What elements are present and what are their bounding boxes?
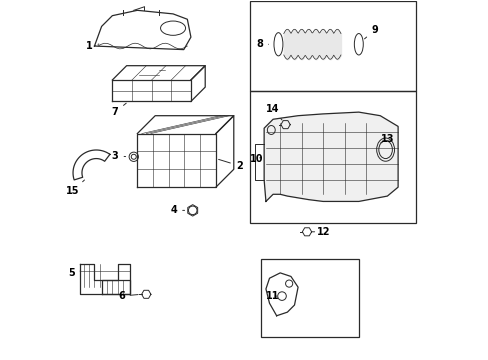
Text: 7: 7 (112, 103, 126, 117)
Text: 8: 8 (256, 39, 268, 49)
Text: 15: 15 (65, 180, 84, 197)
Text: 3: 3 (112, 151, 125, 161)
Text: 1: 1 (85, 41, 99, 51)
Text: 14: 14 (265, 104, 282, 120)
Bar (249, 1, 415, 91)
Text: 2: 2 (218, 159, 242, 171)
Polygon shape (264, 112, 397, 202)
Text: 12: 12 (312, 227, 330, 237)
Text: 4: 4 (170, 205, 184, 215)
Bar (260, 258, 358, 337)
Text: 6: 6 (118, 291, 138, 301)
Text: 13: 13 (380, 134, 393, 144)
Text: 10: 10 (250, 154, 263, 163)
Bar (249, 91, 415, 223)
Text: 11: 11 (265, 291, 279, 301)
Text: 5: 5 (68, 268, 80, 278)
Text: 9: 9 (364, 25, 378, 39)
